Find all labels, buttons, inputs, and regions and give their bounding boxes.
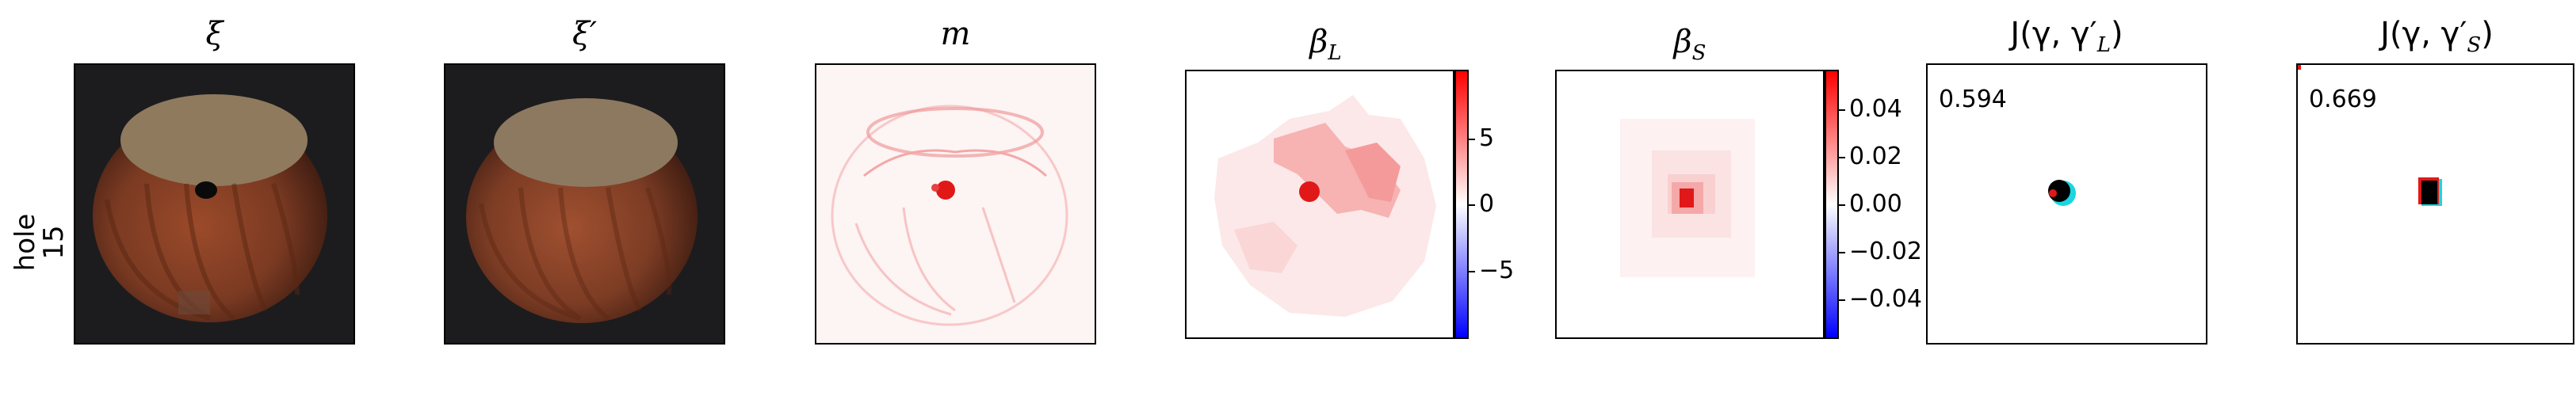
title-beta-l: βL — [1309, 24, 1342, 65]
hazelnut-image — [93, 94, 327, 322]
cbar-s-tick — [1839, 157, 1845, 158]
beta-s-map — [1620, 119, 1755, 277]
image-m — [815, 63, 1096, 345]
title-beta-s: βS — [1673, 24, 1707, 65]
image-xi — [74, 63, 355, 345]
overlap-mask-s — [2298, 65, 2442, 206]
score-j-l: 0.594 — [1939, 86, 2007, 113]
row-label-line2: 15 — [38, 225, 70, 260]
cbar-s-tick — [1839, 109, 1845, 111]
image-j-s — [2296, 63, 2574, 345]
cbar-s-tick-label: 0.00 — [1849, 190, 1902, 218]
overlap-mask-l — [2048, 180, 2076, 206]
image-j-l — [1926, 63, 2207, 345]
image-beta-s — [1555, 70, 1825, 339]
anomaly-map-m — [831, 105, 1068, 326]
title-j-s: J(γ, γ′S) — [2380, 16, 2494, 57]
cbar-l-tick — [1469, 204, 1475, 206]
title-j-l: J(γ, γ′L) — [2010, 16, 2123, 57]
image-beta-l — [1185, 70, 1454, 339]
colorbar-beta-l — [1454, 70, 1469, 339]
cbar-s-tick-label: 0.04 — [1849, 95, 1902, 123]
cbar-l-tick — [1469, 139, 1475, 140]
score-j-s: 0.669 — [2309, 86, 2377, 113]
hazelnut-reconstruction-image — [466, 98, 698, 323]
title-xi-prime: ξ′ — [571, 16, 598, 52]
cbar-s-tick — [1839, 204, 1845, 206]
colorbar-beta-s — [1825, 70, 1839, 339]
cbar-l-tick — [1469, 271, 1475, 272]
title-xi: ξ — [205, 16, 224, 52]
cbar-l-tick-label: 5 — [1479, 124, 1495, 152]
cbar-l-tick-label: 0 — [1479, 190, 1495, 218]
image-xi-prime — [444, 63, 725, 345]
beta-l-map — [1214, 95, 1436, 317]
title-m: m — [940, 16, 971, 52]
cbar-s-tick — [1839, 252, 1845, 253]
row-label: hole 15 — [0, 206, 70, 272]
cbar-s-tick-label: −0.04 — [1849, 285, 1922, 313]
cbar-s-tick — [1839, 299, 1845, 301]
cbar-s-tick-label: −0.02 — [1849, 238, 1922, 265]
row-label-line1: hole — [10, 213, 41, 272]
cbar-l-tick-label: −5 — [1479, 257, 1515, 284]
cbar-s-tick-label: 0.02 — [1849, 143, 1902, 170]
